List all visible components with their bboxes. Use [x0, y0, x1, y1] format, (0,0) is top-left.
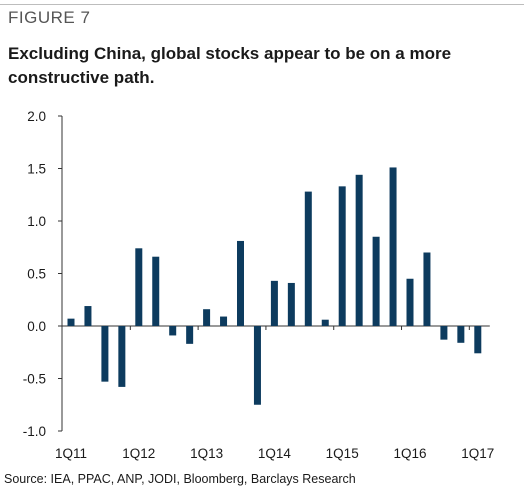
y-tick-label: 1.5	[27, 162, 46, 177]
bar-1Q15	[338, 186, 346, 326]
top-rule	[0, 4, 524, 5]
bar-2Q14	[287, 282, 295, 326]
y-tick-label: 2.0	[27, 109, 46, 124]
x-tick-label: 1Q17	[461, 446, 494, 461]
x-tick-label: 1Q11	[55, 446, 87, 461]
bar-3Q11	[101, 326, 109, 382]
bar-4Q15	[389, 167, 397, 326]
bar-1Q16	[406, 278, 414, 326]
bars	[67, 167, 482, 405]
bar-2Q13	[220, 316, 228, 326]
bar-3Q13	[237, 240, 244, 326]
bar-4Q14	[321, 319, 329, 326]
bar-4Q12	[186, 326, 194, 344]
bar-2Q12	[152, 256, 160, 326]
y-tick-label: 0.5	[27, 267, 46, 282]
bar-3Q15	[372, 236, 380, 326]
bar-2Q16	[423, 252, 431, 326]
bar-4Q11	[118, 326, 126, 387]
y-axis: 2.0 1.5 1.0 0.5 0.0 -0.5 -1.0	[23, 109, 63, 439]
y-tick-label: -0.5	[23, 372, 46, 387]
bar-1Q17	[474, 326, 482, 354]
bar-2Q11	[84, 306, 92, 326]
y-tick-label: -1.0	[23, 424, 46, 439]
y-tick-label: 0.0	[27, 319, 46, 334]
bar-chart: 2.0 1.5 1.0 0.5 0.0 -0.5 -1.0 1Q11 1Q12 1Q13 1Q14…	[23, 109, 495, 461]
bar-4Q13	[253, 326, 261, 405]
chart-title: Excluding China, global stocks appear to…	[8, 44, 452, 87]
bar-1Q11	[67, 318, 75, 326]
source-note: Source: IEA, PPAC, ANP, JODI, Bloomberg,…	[4, 472, 356, 486]
x-tick-label: 1Q15	[326, 446, 359, 461]
bar-4Q16	[457, 326, 465, 343]
x-tick-label: 1Q16	[393, 446, 426, 461]
bar-1Q13	[203, 309, 211, 326]
y-tick-label: 1.0	[27, 214, 46, 229]
bar-3Q12	[169, 326, 177, 336]
bar-3Q14	[304, 191, 312, 326]
x-tick-label: 1Q13	[190, 446, 223, 461]
bar-1Q12	[135, 248, 143, 326]
bar-2Q15	[355, 174, 363, 326]
figure-label: FIGURE 7	[8, 8, 91, 27]
bar-3Q16	[440, 326, 448, 340]
bar-1Q14	[270, 280, 278, 326]
x-tick-label: 1Q12	[122, 446, 155, 461]
x-tick-label: 1Q14	[258, 446, 292, 461]
